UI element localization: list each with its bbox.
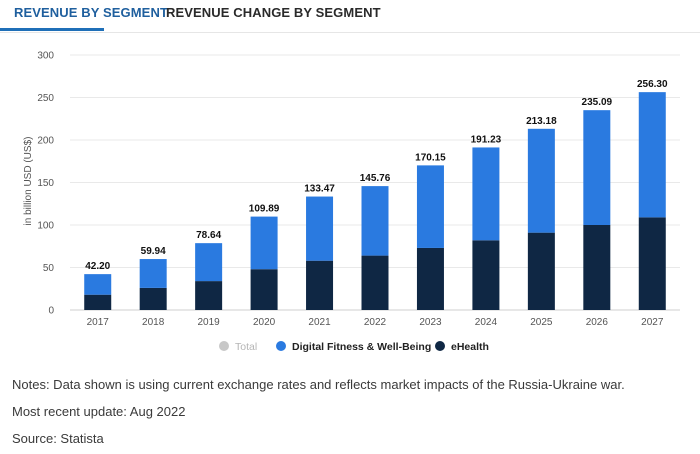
total-label: 256.30: [637, 79, 668, 90]
y-tick-label: 200: [37, 136, 54, 147]
bar-digital-fitness-well-being-2023[interactable]: [416, 165, 444, 248]
bar-ehealth-2022[interactable]: [361, 255, 389, 310]
x-tick-label: 2018: [142, 317, 165, 328]
bar-digital-fitness-well-being-2020[interactable]: [250, 216, 278, 270]
y-tick-label: 250: [37, 93, 54, 104]
bar-digital-fitness-well-being-2019[interactable]: [195, 243, 223, 282]
legend-label: Total: [235, 341, 257, 353]
x-tick-label: 2027: [641, 317, 664, 328]
bar-ehealth-2018[interactable]: [139, 287, 167, 310]
bar-ehealth-2019[interactable]: [195, 281, 223, 310]
x-tick-label: 2024: [475, 317, 498, 328]
total-label: 235.09: [582, 97, 613, 108]
bar-digital-fitness-well-being-2018[interactable]: [139, 259, 167, 288]
bar-digital-fitness-well-being-2021[interactable]: [306, 196, 334, 261]
total-label: 145.76: [360, 173, 391, 184]
bar-ehealth-2023[interactable]: [416, 247, 444, 310]
bar-ehealth-2027[interactable]: [638, 217, 666, 310]
bar-digital-fitness-well-being-2025[interactable]: [527, 128, 555, 233]
total-label: 78.64: [196, 230, 221, 241]
y-tick-label: 300: [37, 51, 54, 62]
source-text: Source: Statista: [12, 431, 104, 446]
total-label: 133.47: [304, 184, 335, 195]
legend-item-total[interactable]: Total: [219, 341, 257, 353]
total-label: 109.89: [249, 204, 280, 215]
total-label: 59.94: [141, 246, 166, 257]
total-label: 191.23: [471, 134, 502, 145]
total-label: 42.20: [85, 261, 110, 272]
bars: [84, 92, 666, 310]
y-tick-label: 0: [48, 306, 54, 317]
x-tick-label: 2026: [586, 317, 609, 328]
legend-marker-icon: [435, 341, 445, 351]
notes-text: Notes: Data shown is using current excha…: [12, 377, 625, 392]
total-label: 170.15: [415, 152, 446, 163]
total-label: 213.18: [526, 116, 557, 127]
x-axis-ticks: 2017 2018 2019 2020 2021 2022 2023 2024 2025 2026…: [87, 317, 664, 328]
legend-item-digital-fitness-well-being[interactable]: Digital Fitness & Well-Being: [276, 341, 431, 353]
segment-tabs: REVENUE BY SEGMENT REVENUE CHANGE BY SEG…: [0, 0, 700, 33]
x-tick-label: 2017: [87, 317, 110, 328]
bar-ehealth-2024[interactable]: [472, 240, 500, 310]
active-tab-indicator: [0, 28, 104, 31]
legend-label: eHealth: [451, 341, 489, 353]
update-text: Most recent update: Aug 2022: [12, 404, 186, 419]
bar-ehealth-2020[interactable]: [250, 269, 278, 310]
legend-marker-icon: [276, 341, 286, 351]
y-tick-label: 150: [37, 178, 54, 189]
y-axis-label: in billion USD (US$): [23, 137, 34, 226]
legend-item-ehealth[interactable]: eHealth: [435, 341, 489, 353]
x-tick-label: 2021: [308, 317, 331, 328]
bar-ehealth-2021[interactable]: [306, 260, 334, 310]
bar-digital-fitness-well-being-2024[interactable]: [472, 147, 500, 241]
bar-digital-fitness-well-being-2026[interactable]: [583, 110, 611, 225]
tab-revenue-change-by-segment[interactable]: REVENUE CHANGE BY SEGMENT: [166, 5, 381, 20]
x-tick-label: 2022: [364, 317, 387, 328]
bar-digital-fitness-well-being-2022[interactable]: [361, 186, 389, 256]
x-tick-label: 2020: [253, 317, 276, 328]
bar-digital-fitness-well-being-2027[interactable]: [638, 92, 666, 218]
bar-digital-fitness-well-being-2017[interactable]: [84, 274, 112, 295]
y-axis-ticks: 0 50 100 150 200 250 300: [37, 51, 54, 317]
legend: Total Digital Fitness & Well-Being eHealth: [219, 341, 489, 353]
bar-ehealth-2025[interactable]: [527, 232, 555, 310]
x-tick-label: 2019: [198, 317, 221, 328]
y-tick-label: 100: [37, 221, 54, 232]
bar-ehealth-2026[interactable]: [583, 225, 611, 310]
legend-marker-icon: [219, 341, 229, 351]
bar-ehealth-2017[interactable]: [84, 294, 112, 310]
tab-revenue-by-segment[interactable]: REVENUE BY SEGMENT: [14, 5, 168, 20]
legend-label: Digital Fitness & Well-Being: [292, 341, 431, 353]
x-tick-label: 2025: [530, 317, 553, 328]
total-labels: 42.20 59.94 78.64 109.89 133.47 145.76 170.15 1…: [85, 79, 668, 272]
x-tick-label: 2023: [419, 317, 442, 328]
y-tick-label: 50: [43, 263, 55, 274]
